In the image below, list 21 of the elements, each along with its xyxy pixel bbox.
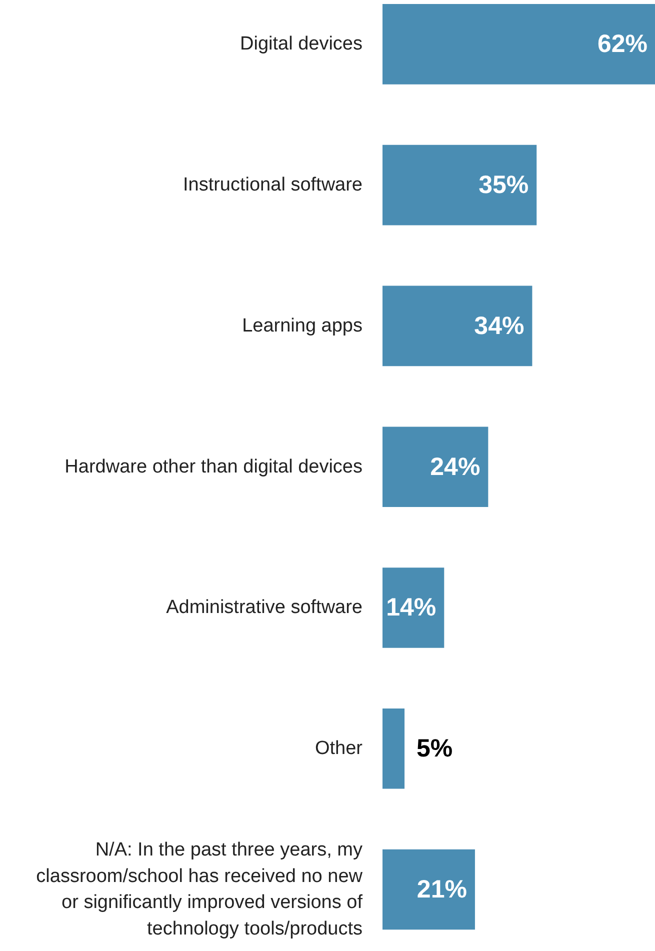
- data-label: 24%: [430, 452, 480, 481]
- y-tick-label: Administrative software: [166, 597, 363, 618]
- data-label: 34%: [474, 312, 524, 340]
- bar: [382, 426, 488, 507]
- data-label: 21%: [416, 876, 467, 904]
- bar: [382, 708, 405, 789]
- y-tick-label: Learning apps: [242, 315, 363, 336]
- data-label: 14%: [386, 594, 436, 622]
- y-tick-label: Digital devices: [240, 34, 362, 55]
- bar: [382, 849, 475, 930]
- data-label: 62%: [597, 30, 648, 58]
- y-tick-label: Hardware other than digital devices: [64, 456, 363, 478]
- data-label: 35%: [478, 171, 529, 200]
- bar: [382, 568, 444, 648]
- data-label: 5%: [416, 734, 453, 763]
- bar: [382, 144, 537, 226]
- bar: [382, 286, 532, 366]
- y-tick-label: Other: [314, 738, 364, 760]
- bar: [382, 4, 655, 84]
- y-tick-label: Instructional software: [182, 174, 363, 196]
- y-tick-label: N/A: In the past three years, my classroom/school has received no new or significantly improved versions of technology tools/products: [36, 840, 364, 940]
